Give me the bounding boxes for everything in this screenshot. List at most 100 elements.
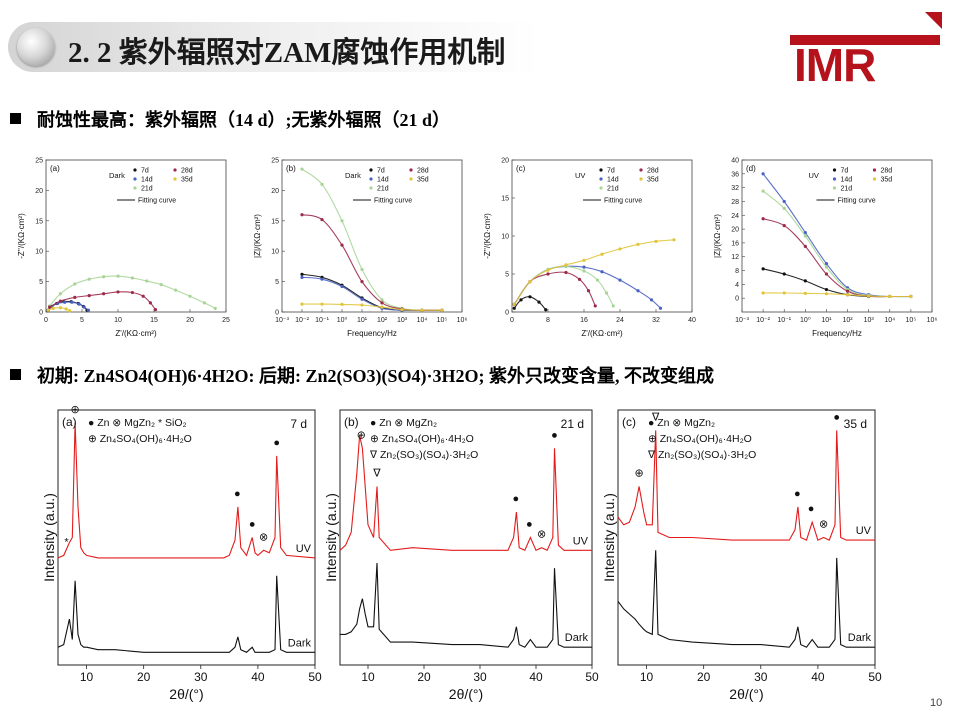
legend-marker-28d bbox=[872, 168, 877, 172]
data-point-35d bbox=[58, 306, 63, 310]
peak-marker: ⊗ bbox=[259, 531, 268, 543]
legend-label-14d: 14d bbox=[841, 177, 853, 184]
data-point-14d bbox=[782, 199, 786, 204]
x-tick-label: 32 bbox=[652, 317, 660, 324]
logo-corner-triangle bbox=[925, 12, 942, 29]
peak-marker: ⊕ bbox=[635, 468, 644, 480]
x-tick-label: 10¹ bbox=[821, 317, 832, 324]
y-axis-label: -Z''/(KΩ·cm²) bbox=[17, 213, 26, 259]
data-point-21d bbox=[595, 278, 600, 282]
data-point-14d bbox=[658, 306, 663, 310]
days-label: 35 d bbox=[844, 417, 867, 431]
peak-marker: ⊗ bbox=[819, 519, 828, 531]
data-point-28d bbox=[380, 301, 384, 305]
x-tick-label: 40 bbox=[529, 670, 543, 684]
data-point-28d bbox=[586, 289, 591, 293]
legend-header: UV bbox=[809, 171, 819, 180]
y-tick-label: 20 bbox=[501, 158, 509, 165]
panel-label: (c) bbox=[516, 164, 526, 173]
legend-marker-21d bbox=[599, 186, 603, 190]
data-point-28d bbox=[116, 290, 120, 294]
legend-label-28d: 28d bbox=[647, 168, 659, 175]
eis-svg: 0 8 16 24 32 40 0 5 10 15 20 Z'/(KΩ·cm²) -Z''/(KΩ·cm… bbox=[483, 158, 696, 339]
y-tick-label: 10 bbox=[35, 249, 43, 256]
peak-marker: ⊕ bbox=[71, 404, 80, 416]
data-point-35d bbox=[654, 239, 658, 243]
data-point-35d bbox=[300, 302, 304, 306]
y-tick-label: 15 bbox=[35, 218, 43, 225]
series-label-Dark: Dark bbox=[288, 637, 312, 649]
peak-marker: ● bbox=[808, 503, 815, 515]
data-point-35d bbox=[803, 291, 807, 295]
data-point-35d bbox=[618, 247, 622, 251]
data-point-21d bbox=[824, 265, 829, 269]
data-point-28d bbox=[300, 213, 304, 217]
peak-marker: ∇ bbox=[372, 468, 381, 480]
x-tick-label: 5 bbox=[80, 317, 84, 324]
legend-fit-label: Fitting curve bbox=[138, 198, 176, 205]
days-label: 21 d bbox=[561, 417, 584, 431]
data-point-35d bbox=[888, 294, 892, 299]
legend-label-21d: 21d bbox=[377, 186, 389, 193]
diffraction-line-Dark bbox=[617, 550, 875, 648]
fit-line-21d bbox=[301, 168, 443, 311]
eis-svg: 0 5 10 15 20 25 0 5 10 15 20 25 Z'/(KΩ·cm²) -Z''/(KΩ·… bbox=[17, 158, 230, 339]
x-tick-label: 20 bbox=[186, 317, 194, 324]
x-tick-label: 20 bbox=[697, 670, 711, 684]
legend-marker-21d bbox=[133, 186, 137, 190]
y-tick-label: 28 bbox=[731, 199, 739, 206]
data-point-7d bbox=[300, 272, 304, 276]
panel-label: (b) bbox=[344, 415, 359, 429]
data-point-7d bbox=[803, 279, 807, 283]
x-axis-label: 2θ/(°) bbox=[729, 686, 763, 702]
legend-header: Dark bbox=[345, 171, 361, 180]
data-point-7d bbox=[519, 298, 523, 302]
data-point-35d bbox=[440, 308, 444, 312]
data-point-14d bbox=[86, 308, 91, 312]
y-axis-label: Intensity (a.u.) bbox=[323, 493, 339, 582]
legend-marker-35d bbox=[173, 177, 177, 181]
data-point-21d bbox=[58, 292, 63, 296]
data-point-7d bbox=[512, 306, 516, 310]
legend-marker-28d bbox=[409, 168, 413, 172]
data-point-28d bbox=[360, 280, 364, 284]
legend-marker-7d bbox=[369, 168, 373, 172]
legend-label-35d: 35d bbox=[417, 177, 429, 184]
peak-marker: ● bbox=[249, 519, 256, 531]
bullet-square-icon bbox=[10, 369, 21, 380]
x-tick-label: 10 bbox=[640, 670, 654, 684]
data-point-35d bbox=[845, 293, 850, 297]
legend-marker-7d bbox=[133, 168, 137, 172]
y-tick-label: 20 bbox=[731, 227, 739, 234]
legend-label-21d: 21d bbox=[607, 186, 619, 193]
legend-fit-label: Fitting curve bbox=[604, 198, 642, 205]
data-point-35d bbox=[546, 268, 550, 272]
data-point-14d bbox=[360, 297, 364, 301]
data-point-21d bbox=[130, 276, 134, 280]
eis-chart-b: 10⁻³ 10⁻² 10⁻¹ 10⁰ 10¹ 10² 10³ 10⁴ 10⁵ 10⁶ 0 5 10 15 2… bbox=[250, 152, 470, 342]
days-label: 7 d bbox=[290, 417, 307, 431]
data-point-21d bbox=[116, 274, 120, 278]
x-tick-label: 30 bbox=[754, 670, 768, 684]
y-tick-label: 25 bbox=[35, 158, 43, 165]
plot-frame bbox=[741, 159, 933, 313]
diffraction-line-Dark bbox=[57, 575, 315, 653]
legend-line-3: ∇ Zn₂(SO₃)(SO₄)·3H₂O bbox=[647, 449, 756, 461]
data-point-28d bbox=[340, 243, 344, 247]
data-point-35d bbox=[782, 291, 786, 295]
x-tick-label: 10⁴ bbox=[884, 317, 895, 324]
legend-line-2: ⊕ Zn₄SO₄(OH)₆·4H₂O bbox=[88, 433, 192, 445]
legend-marker-35d bbox=[639, 177, 643, 181]
plot-frame bbox=[281, 159, 463, 313]
peak-marker: * bbox=[64, 536, 69, 548]
data-point-35d bbox=[824, 292, 829, 296]
data-point-21d bbox=[159, 283, 163, 287]
legend-marker-14d bbox=[599, 177, 603, 181]
data-point-21d bbox=[380, 298, 384, 302]
peak-marker: ● bbox=[513, 493, 520, 505]
y-tick-label: 15 bbox=[501, 196, 509, 203]
legend-marker-14d bbox=[832, 177, 837, 181]
data-point-21d bbox=[102, 275, 106, 279]
y-axis-label: |Z|/(KΩ·cm²) bbox=[713, 214, 722, 258]
data-point-28d bbox=[102, 292, 106, 296]
